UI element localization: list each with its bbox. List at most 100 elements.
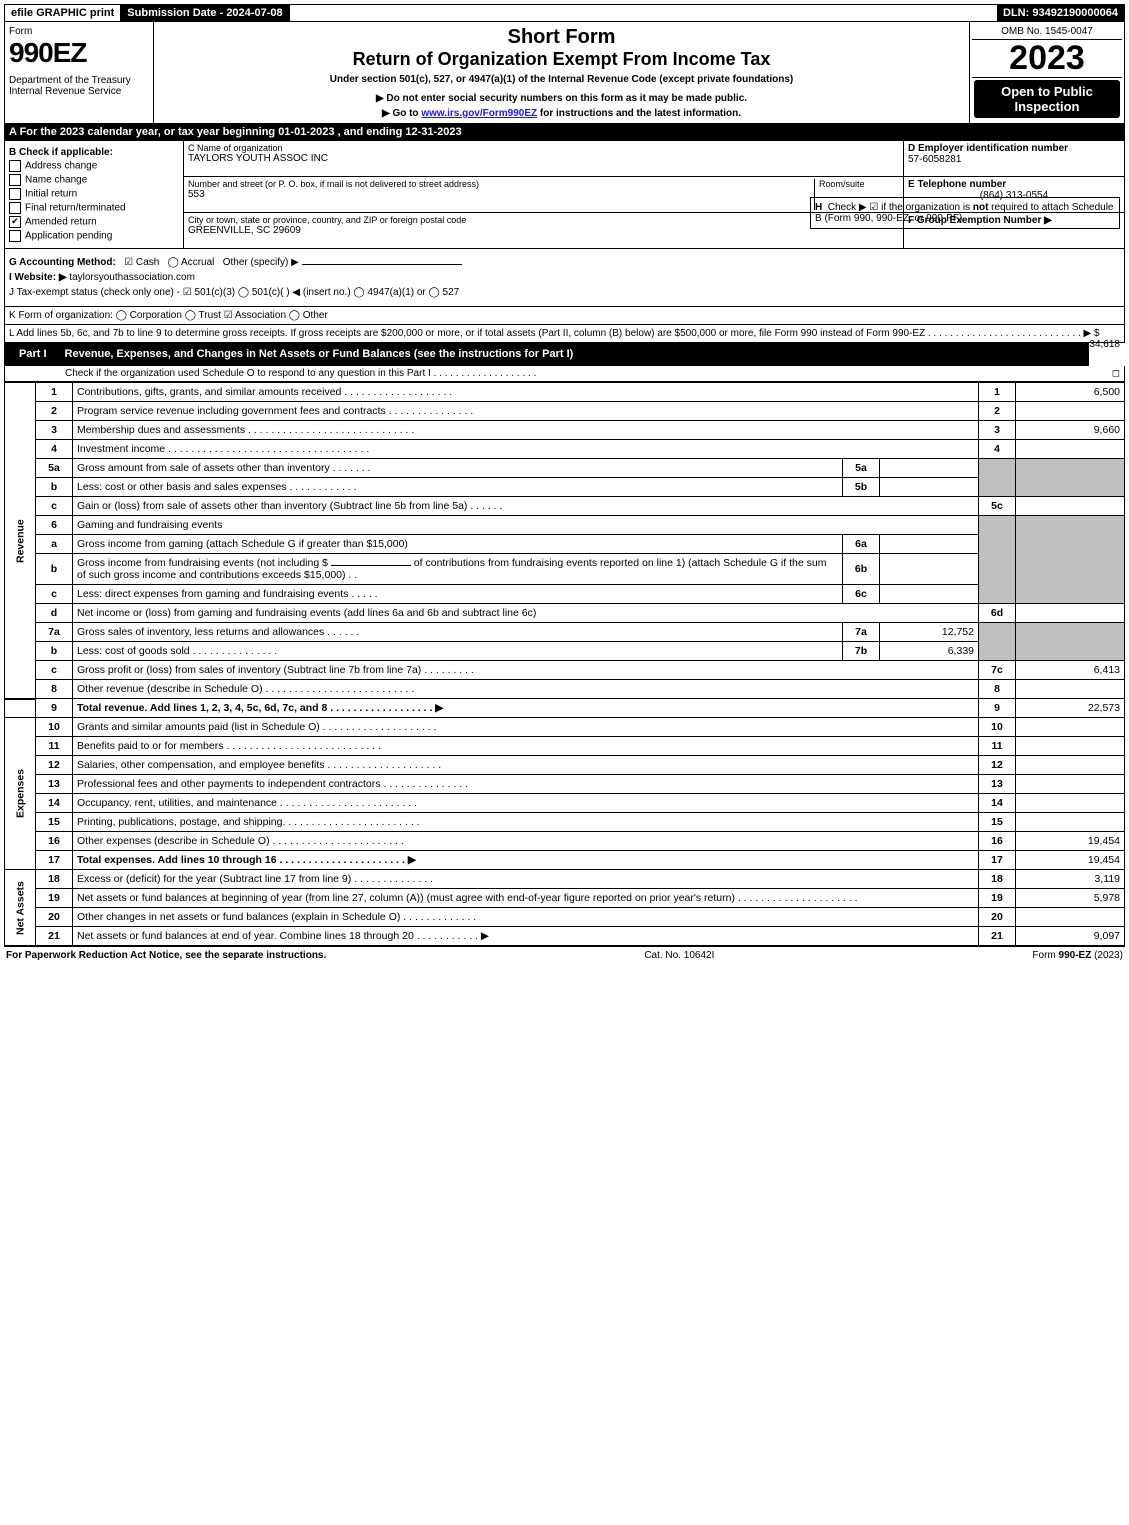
c-addr-block: Number and street (or P. O. box, if mail… xyxy=(184,177,903,213)
ln7c-rln: 7c xyxy=(979,661,1016,680)
lb-application-pending: Application pending xyxy=(25,231,112,242)
section-b: B Check if applicable: Address change Na… xyxy=(5,141,184,248)
ln20-val xyxy=(1016,908,1125,927)
part1-sub-text: Check if the organization used Schedule … xyxy=(65,368,536,379)
ln17-rln: 17 xyxy=(979,851,1016,870)
cb-name-change[interactable] xyxy=(9,174,21,186)
ln13-desc: Professional fees and other payments to … xyxy=(73,775,979,794)
footer-cat: Cat. No. 10642I xyxy=(644,950,714,961)
part1-checkbox[interactable]: ◻ xyxy=(1112,368,1120,379)
ln12-desc: Salaries, other compensation, and employ… xyxy=(73,756,979,775)
ln6c-desc: Less: direct expenses from gaming and fu… xyxy=(73,585,843,604)
ln7ab-shade xyxy=(979,623,1016,661)
ln6b-sln: 6b xyxy=(843,554,880,585)
header-center: Short Form Return of Organization Exempt… xyxy=(154,22,970,123)
ln19-rln: 19 xyxy=(979,889,1016,908)
dept-line1: Department of the Treasury xyxy=(9,75,149,86)
header-left: Form 990EZ Department of the Treasury In… xyxy=(5,22,154,123)
l-amount: 34,618 xyxy=(1089,339,1120,350)
ln18-val: 3,119 xyxy=(1016,870,1125,889)
ln6b-num: b xyxy=(36,554,73,585)
cb-initial-return[interactable] xyxy=(9,188,21,200)
ln3-val: 9,660 xyxy=(1016,421,1125,440)
topbar-gap xyxy=(290,5,997,21)
ln7a-desc: Gross sales of inventory, less returns a… xyxy=(73,623,843,642)
cb-address-change[interactable] xyxy=(9,160,21,172)
subtitle-goto: ▶ Go to www.irs.gov/Form990EZ for instru… xyxy=(162,108,961,119)
ln7a-sval: 12,752 xyxy=(880,623,979,642)
ln16-val: 19,454 xyxy=(1016,832,1125,851)
ln12-num: 12 xyxy=(36,756,73,775)
part1-header: Part I Revenue, Expenses, and Changes in… xyxy=(4,343,1089,366)
ln8-val xyxy=(1016,680,1125,699)
ln15-rln: 15 xyxy=(979,813,1016,832)
ln7c-num: c xyxy=(36,661,73,680)
ln8-desc: Other revenue (describe in Schedule O) .… xyxy=(73,680,979,699)
page-footer: For Paperwork Reduction Act Notice, see … xyxy=(4,946,1125,964)
c-addr-label: Number and street (or P. O. box, if mail… xyxy=(188,179,814,189)
e-block: E Telephone number (864) 313-0554 xyxy=(904,177,1124,213)
ln1-val: 6,500 xyxy=(1016,383,1125,402)
line-a: A For the 2023 calendar year, or tax yea… xyxy=(4,124,1125,141)
title-short-form: Short Form xyxy=(162,26,961,49)
footer-form: Form 990-EZ (2023) xyxy=(1032,950,1123,961)
ln18-rln: 18 xyxy=(979,870,1016,889)
part1-sub: Check if the organization used Schedule … xyxy=(4,366,1125,382)
ln19-desc: Net assets or fund balances at beginning… xyxy=(73,889,979,908)
submission-date: Submission Date - 2024-07-08 xyxy=(121,5,289,21)
ln8-rln: 8 xyxy=(979,680,1016,699)
lb-amended-return: Amended return xyxy=(25,217,97,228)
info-grid: B Check if applicable: Address change Na… xyxy=(4,141,1125,249)
room-label: Room/suite xyxy=(819,179,899,189)
ln5c-num: c xyxy=(36,497,73,516)
ln7c-desc: Gross profit or (loss) from sales of inv… xyxy=(73,661,979,680)
g-other-field[interactable] xyxy=(302,264,462,265)
dln-label: DLN: 93492190000064 xyxy=(997,5,1124,21)
ln6b-amount-field[interactable] xyxy=(331,565,411,566)
ln10-num: 10 xyxy=(36,718,73,737)
ln5c-val xyxy=(1016,497,1125,516)
b-title: B Check if applicable: xyxy=(9,147,113,158)
ln11-rln: 11 xyxy=(979,737,1016,756)
ln10-desc: Grants and similar amounts paid (list in… xyxy=(73,718,979,737)
top-bar: efile GRAPHIC print Submission Date - 20… xyxy=(4,4,1125,22)
ln2-desc: Program service revenue including govern… xyxy=(73,402,979,421)
rev-sep xyxy=(5,699,36,718)
ln7c-val: 6,413 xyxy=(1016,661,1125,680)
ln9-desc-text: Total revenue. Add lines 1, 2, 3, 4, 5c,… xyxy=(77,702,443,714)
ln5a-num: 5a xyxy=(36,459,73,478)
form-word: Form xyxy=(9,26,149,37)
ln4-num: 4 xyxy=(36,440,73,459)
website-link[interactable]: taylorsyouthassociation.com xyxy=(69,272,195,283)
ln16-rln: 16 xyxy=(979,832,1016,851)
street-address: 553 xyxy=(188,189,205,200)
ln3-num: 3 xyxy=(36,421,73,440)
subtitle-code: Under section 501(c), 527, or 4947(a)(1)… xyxy=(162,74,961,85)
cb-final-return[interactable] xyxy=(9,202,21,214)
form-header: Form 990EZ Department of the Treasury In… xyxy=(4,22,1125,124)
ln4-rln: 4 xyxy=(979,440,1016,459)
ln5a-desc: Gross amount from sale of assets other t… xyxy=(73,459,843,478)
ln3-rln: 3 xyxy=(979,421,1016,440)
ln2-num: 2 xyxy=(36,402,73,421)
ln5ab-shade xyxy=(979,459,1016,497)
ln21-desc: Net assets or fund balances at end of ye… xyxy=(73,927,979,946)
section-l: L Add lines 5b, 6c, and 7b to line 9 to … xyxy=(4,325,1125,343)
section-g: G Accounting Method: ☑ Cash ◯ Accrual Ot… xyxy=(9,257,1120,268)
cb-application-pending[interactable] xyxy=(9,230,21,242)
g-cash: Cash xyxy=(136,257,159,268)
ln11-num: 11 xyxy=(36,737,73,756)
ln6c-num: c xyxy=(36,585,73,604)
ln5a-sln: 5a xyxy=(843,459,880,478)
cb-amended-return[interactable] xyxy=(9,216,21,228)
ln12-rln: 12 xyxy=(979,756,1016,775)
ln6a-desc: Gross income from gaming (attach Schedul… xyxy=(73,535,843,554)
ln6c-sval xyxy=(880,585,979,604)
section-c: C Name of organization TAYLORS YOUTH ASS… xyxy=(184,141,904,248)
irs-link[interactable]: www.irs.gov/Form990EZ xyxy=(421,108,537,119)
ln15-desc: Printing, publications, postage, and shi… xyxy=(73,813,979,832)
ln5a-sval xyxy=(880,459,979,478)
section-i: I Website: ▶ taylorsyouthassociation.com xyxy=(9,272,1120,283)
c-city-block: City or town, state or province, country… xyxy=(184,213,903,248)
ln2-rln: 2 xyxy=(979,402,1016,421)
